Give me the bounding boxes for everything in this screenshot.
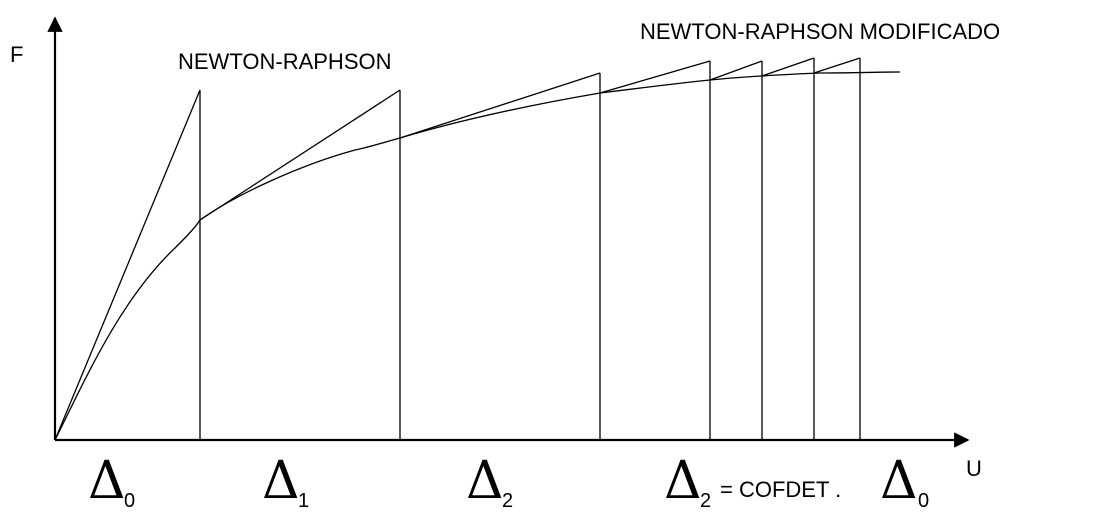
mod-tangent-2 bbox=[709, 60, 763, 81]
tangent-line-1 bbox=[54, 89, 201, 441]
delta-symbol: Δ bbox=[466, 451, 504, 510]
equilibrium-curve bbox=[54, 71, 901, 441]
mod-tangent-1 bbox=[599, 60, 711, 94]
increment-delta-1: Δ 1 bbox=[262, 451, 309, 512]
increment-delta-0: Δ 0 bbox=[88, 451, 135, 512]
formula-text: = COFDET . bbox=[720, 477, 841, 502]
f-axis-label: F bbox=[10, 42, 23, 67]
delta-symbol: Δ bbox=[88, 451, 126, 510]
tangent-line-3 bbox=[399, 72, 601, 139]
u-axis-label: U bbox=[966, 456, 982, 481]
increment-delta-2: Δ 2 bbox=[466, 451, 513, 512]
newton-raphson-iterations bbox=[54, 72, 601, 441]
formula-lhs-delta: Δ bbox=[664, 451, 702, 510]
tangent-line-2 bbox=[199, 89, 401, 221]
formula-rhs-subscript: 0 bbox=[918, 490, 929, 510]
delta-symbol: Δ bbox=[262, 451, 300, 510]
formula-lhs-subscript: 2 bbox=[700, 490, 711, 510]
modified-newton-raphson-iterations bbox=[599, 57, 861, 440]
delta-subscript: 2 bbox=[502, 490, 513, 510]
delta-subscript: 1 bbox=[298, 490, 309, 510]
newton-raphson-label: NEWTON-RAPHSON bbox=[178, 49, 392, 74]
newton-raphson-modified-label: NEWTON-RAPHSON MODIFICADO bbox=[640, 19, 1000, 44]
cofdet-formula: Δ 2 = COFDET . Δ 0 bbox=[664, 451, 929, 512]
mod-tangent-3 bbox=[761, 57, 815, 77]
mod-tangent-4 bbox=[813, 57, 861, 74]
formula-rhs-delta: Δ bbox=[880, 451, 918, 510]
delta-subscript: 0 bbox=[124, 490, 135, 510]
